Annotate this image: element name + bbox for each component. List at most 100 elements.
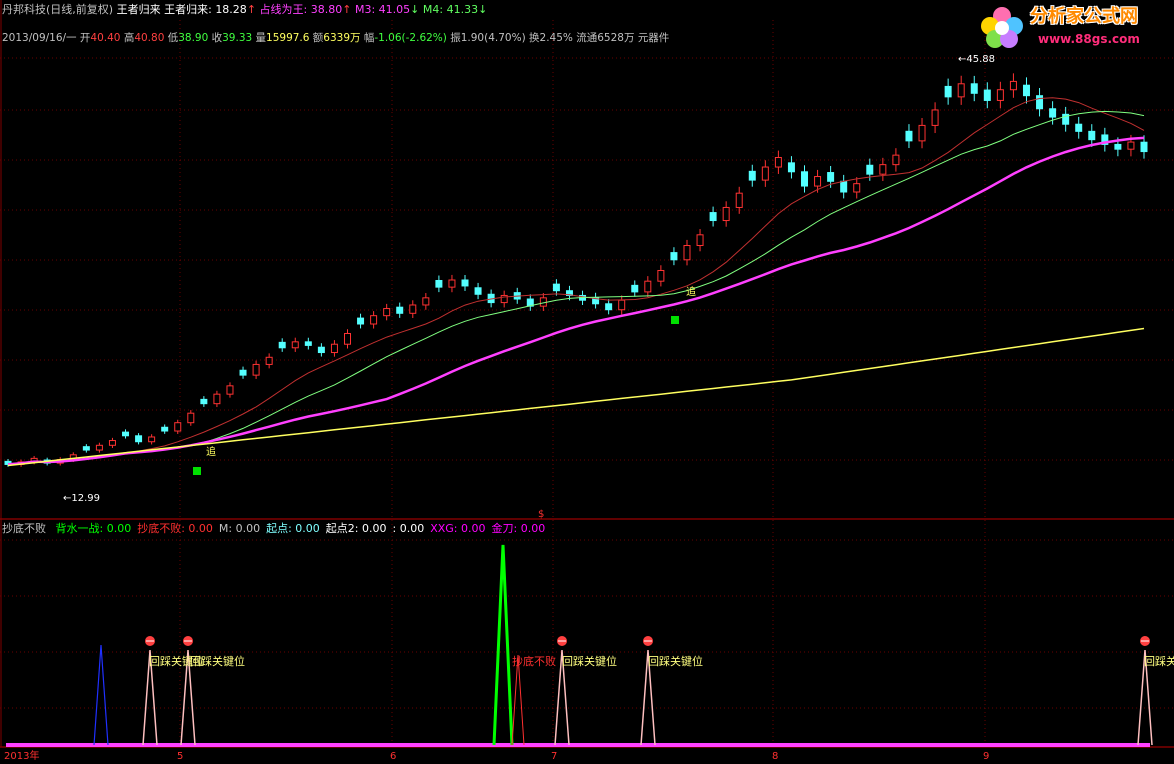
up-arrow-icon: ↑ bbox=[342, 3, 352, 16]
logo-url: www.88gs.com bbox=[1038, 32, 1140, 46]
axis-label-year: 2013年 bbox=[4, 751, 40, 762]
amp-value: 1.90 bbox=[460, 32, 485, 44]
down-arrow-icon: ↓ bbox=[478, 3, 488, 16]
candle-body bbox=[239, 369, 247, 376]
sub-indicator-name: 抄底不败 bbox=[2, 522, 46, 535]
signal-label-3: 回踩关键位 bbox=[562, 655, 617, 668]
quote-bar: 2013/09/16/一 开40.40 高40.80 低38.90 收39.33… bbox=[2, 31, 669, 45]
close-value: 39.33 bbox=[222, 32, 253, 44]
amount-label: 额 bbox=[312, 32, 324, 44]
site-logo: 分析家公式网 www.88gs.com bbox=[972, 2, 1172, 52]
axis-label-jun: 6 bbox=[390, 751, 397, 762]
candle-body bbox=[174, 422, 182, 432]
axis-label-jul: 7 bbox=[551, 751, 558, 762]
buy-signal-marker bbox=[671, 316, 679, 324]
candle-body bbox=[696, 234, 704, 247]
axis-label-sep: 9 bbox=[983, 751, 990, 762]
candle-body bbox=[148, 436, 156, 443]
close-label: 收 bbox=[211, 32, 223, 44]
turnover-label: 换 bbox=[529, 32, 540, 44]
candle-body bbox=[670, 252, 678, 261]
signal-label-bottom: 抄底不败 bbox=[512, 655, 556, 668]
candle-body bbox=[774, 157, 782, 168]
indicator-name: 王者归来 bbox=[116, 3, 161, 16]
candle-body bbox=[291, 341, 299, 349]
blue-spike bbox=[93, 644, 109, 746]
down-arrow-icon: ↓ bbox=[410, 3, 420, 16]
candle-body bbox=[370, 315, 378, 325]
stock-name: 丹邦科技 bbox=[2, 3, 46, 16]
candle-body bbox=[618, 299, 626, 311]
indicator-value: 18.28 bbox=[215, 3, 247, 16]
candle-body bbox=[840, 180, 848, 193]
candle-body bbox=[722, 206, 730, 222]
amp-pct: (4.70%) bbox=[484, 32, 526, 44]
candle-body bbox=[187, 412, 195, 424]
candle-body bbox=[709, 212, 717, 222]
signal-spike bbox=[180, 649, 196, 746]
signal-spike bbox=[1137, 649, 1153, 746]
sub-item-3: 起点: 0.00 bbox=[266, 522, 320, 535]
ma-line-mid bbox=[7, 110, 1145, 465]
m3-label: M3: bbox=[354, 3, 376, 16]
up-arrow-icon: ↑ bbox=[246, 3, 257, 16]
candle-body bbox=[565, 290, 573, 296]
high-label: 高 bbox=[123, 32, 135, 44]
low-price-label: ←12.99 bbox=[63, 493, 101, 504]
red-spike bbox=[511, 654, 525, 746]
high-value: 40.80 bbox=[134, 32, 165, 44]
signal-label-1: 回踩关键位 bbox=[149, 655, 204, 668]
axis-label-aug: 8 bbox=[772, 751, 779, 762]
turnover-value: 2.45% bbox=[539, 32, 573, 44]
candle-body bbox=[396, 306, 404, 314]
change-pct: (-2.62%) bbox=[401, 32, 447, 44]
candle-body bbox=[918, 124, 926, 142]
sub-item-5: : 0.00 bbox=[392, 522, 425, 535]
m3-value: 41.05 bbox=[378, 3, 411, 16]
period-label: (日线,前复权) bbox=[46, 3, 114, 16]
candle-body bbox=[252, 363, 260, 376]
ma-line-long bbox=[7, 136, 1145, 466]
sub-item-4: 起点2: 0.00 bbox=[325, 522, 387, 535]
candle-body bbox=[866, 164, 874, 175]
low-label: 低 bbox=[167, 32, 179, 44]
candle-body bbox=[1088, 130, 1096, 141]
candle-body bbox=[330, 343, 338, 354]
candle-body bbox=[1140, 141, 1148, 153]
sub-item-0: 背水一战: 0.00 bbox=[55, 522, 132, 535]
change-value: -1.06 bbox=[374, 32, 402, 44]
dollar-marker: $ bbox=[538, 509, 545, 520]
candle-body bbox=[304, 341, 312, 346]
candle-body bbox=[631, 284, 639, 293]
candle-body bbox=[657, 269, 665, 282]
axis-label-may: 5 bbox=[177, 751, 184, 762]
open-value: 40.40 bbox=[90, 32, 121, 44]
candle-body bbox=[474, 287, 482, 295]
volume-value: 15997.6 bbox=[266, 32, 310, 44]
candle-body bbox=[827, 172, 835, 182]
candle-body bbox=[944, 85, 952, 98]
candle-body bbox=[1036, 95, 1044, 110]
sub-indicator-values: 背水一战: 0.00 抄底不败: 0.00 M: 0.00 起点: 0.00 起点2: … bbox=[50, 522, 546, 535]
candle-body bbox=[317, 346, 325, 354]
candle-body bbox=[108, 440, 116, 446]
candle-body bbox=[787, 162, 795, 173]
candle-body bbox=[422, 297, 430, 306]
chase-marker-1: 追 bbox=[206, 447, 216, 458]
candle-body bbox=[461, 279, 469, 287]
m4-label: M4: bbox=[422, 3, 444, 16]
candle-body bbox=[683, 245, 691, 261]
signal-label-2: 回踩关键位 bbox=[190, 655, 245, 668]
indicator-label: 王者归来: bbox=[164, 3, 212, 16]
candle-body bbox=[161, 426, 169, 432]
candle-body bbox=[213, 393, 221, 405]
ma-value: 38.80 bbox=[310, 3, 343, 16]
signal-spike bbox=[142, 649, 158, 746]
candle-body bbox=[1127, 141, 1135, 150]
candle-body bbox=[1009, 80, 1017, 91]
candle-body bbox=[605, 303, 613, 311]
candle-body bbox=[970, 83, 978, 94]
flower-logo-icon bbox=[981, 7, 1023, 48]
